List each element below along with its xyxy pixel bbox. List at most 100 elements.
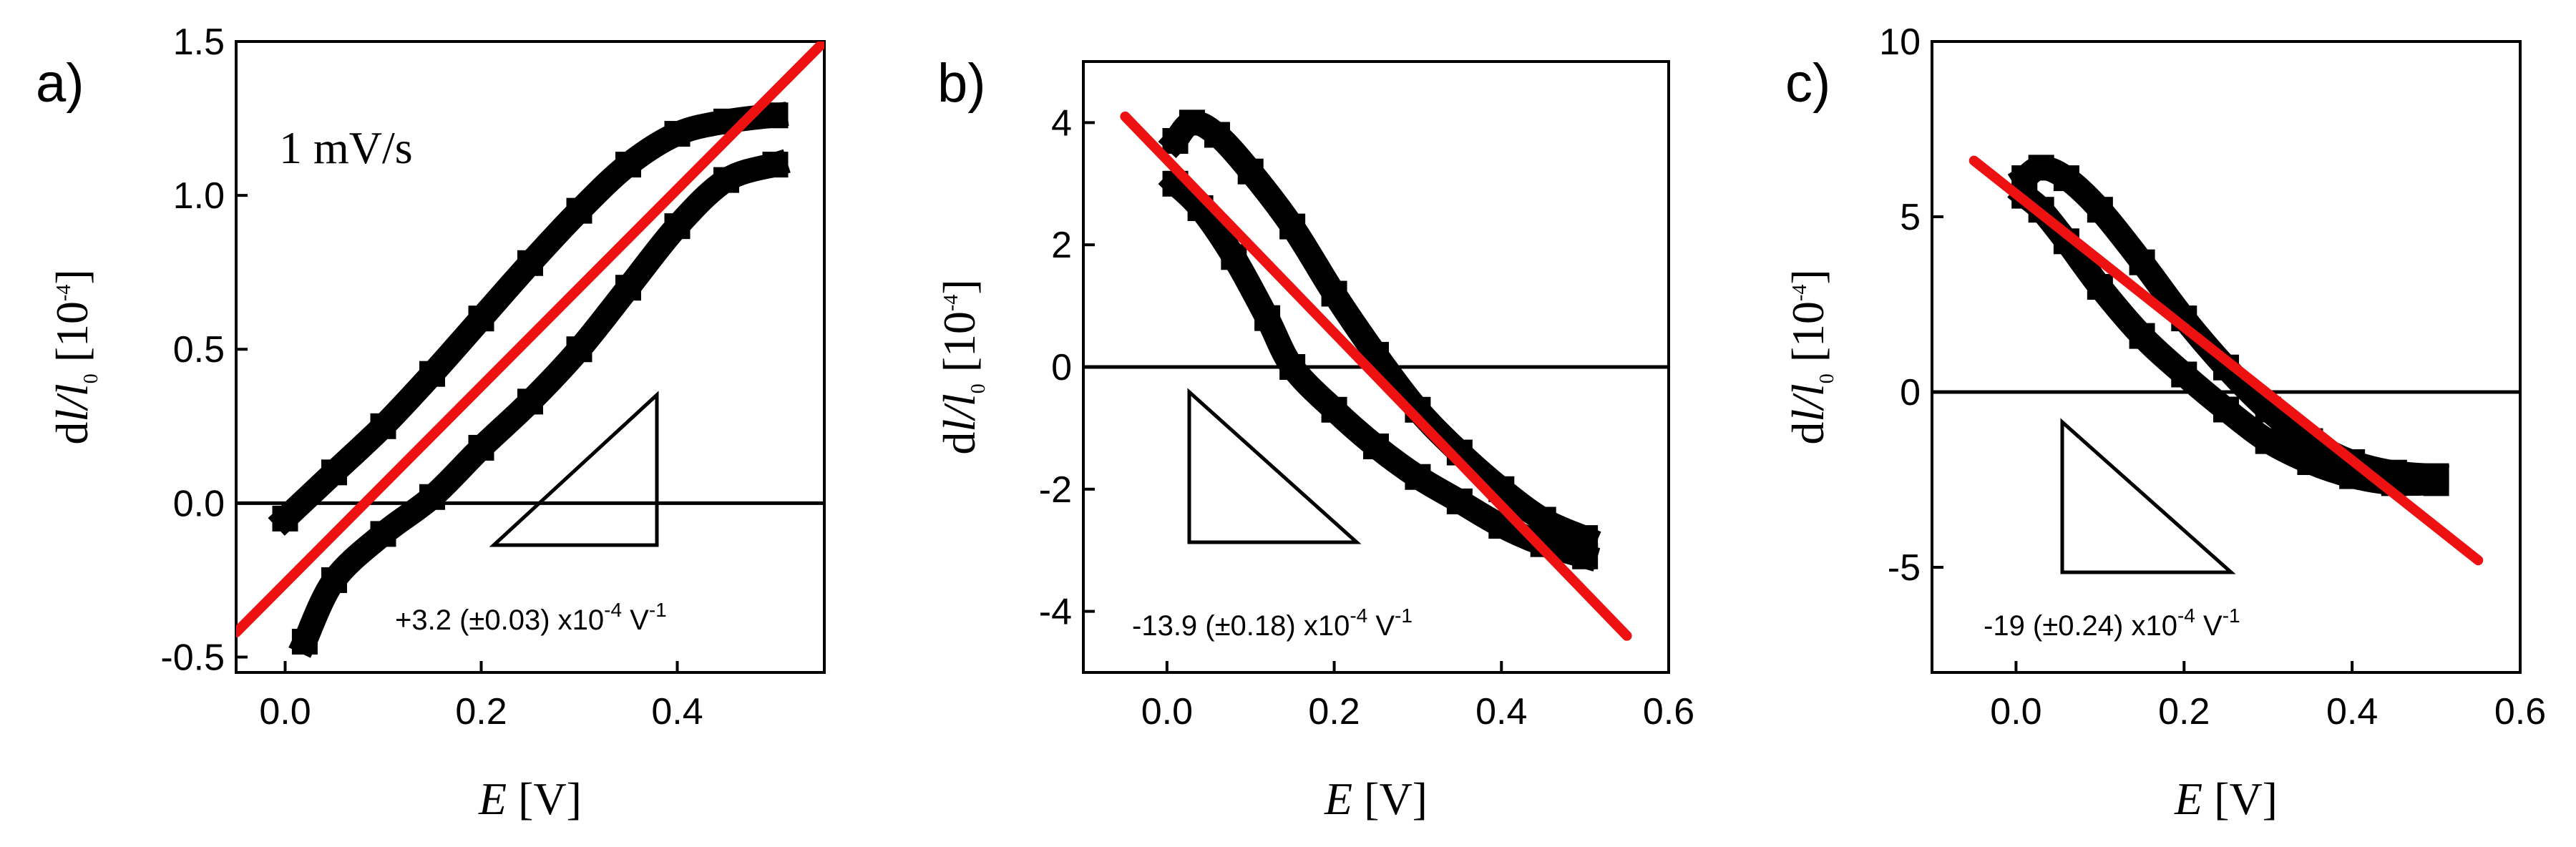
data-point (615, 152, 641, 178)
y-tick-label: -0.5 (160, 637, 225, 678)
data-layer (236, 41, 824, 658)
data-point (2129, 323, 2155, 349)
x-tick-label: 0.4 (651, 691, 703, 733)
data-point (272, 505, 298, 532)
x-axis-label: E [V] (478, 773, 582, 824)
x-tick-label: 0.2 (2158, 691, 2210, 733)
slope-label: -13.9 (±0.18) x10-4 V-1 (1132, 604, 1413, 642)
y-tick-label: 1.0 (173, 175, 225, 217)
data-point (1279, 354, 1306, 380)
data-point (1221, 244, 1247, 270)
x-tick-label: 0.6 (1643, 691, 1694, 733)
y-tick-label: 0 (1900, 372, 1921, 413)
panel-letter: c) (1785, 53, 1830, 114)
data-point (517, 250, 543, 276)
data-point (1572, 543, 1599, 569)
y-tick-label: 1.5 (173, 21, 225, 63)
data-point (1254, 305, 1281, 331)
panel-c: c) 0.0 0.2 0.4 0.6 -5 0 5 10 -19 (±0.24) x10-4 … (1782, 21, 2546, 824)
plot-area: 0.0 0.2 0.4 -0.5 0.0 0.5 1.0 1.5 (160, 21, 824, 733)
y-tick-label: 0.0 (173, 483, 225, 524)
x-tick-label: 0.6 (2494, 691, 2546, 733)
data-point (468, 305, 494, 332)
y-tick-label: -5 (1888, 547, 1921, 589)
data-point (2028, 155, 2054, 181)
data-point (615, 275, 641, 301)
data-point (713, 167, 739, 193)
plot-frame (1931, 40, 2522, 674)
data-point (321, 459, 347, 486)
fit-line (1968, 155, 2484, 566)
slope-label: -19 (±0.24) x10-4 V-1 (1984, 604, 2240, 642)
data-point (419, 484, 445, 510)
slope-label: +3.2 (±0.03) x10-4 V-1 (395, 599, 667, 636)
data-point (2087, 197, 2113, 223)
y-tick-label: -2 (1039, 469, 1072, 511)
x-tick-label: 0.2 (1308, 691, 1360, 733)
y-axis-label: dl/l0 [10-4] (934, 279, 990, 454)
y-axis-label: dl/l0 [10-4] (47, 269, 102, 444)
data-point (370, 521, 396, 547)
data-point (291, 628, 318, 655)
fit-line (1120, 111, 1632, 641)
x-axis-label: E [V] (2174, 773, 2278, 824)
y-tick-label: 5 (1900, 197, 1921, 238)
data-point (1363, 434, 1389, 460)
y-tick-label: 2 (1051, 225, 1072, 266)
x-axis-label: E [V] (1324, 773, 1428, 824)
data-point (762, 152, 789, 178)
x-tick-label: 0.2 (455, 691, 507, 733)
data-point (321, 567, 347, 593)
plot-frame (235, 40, 826, 674)
data-point (2053, 165, 2079, 192)
data-point (1446, 488, 1473, 514)
x-tick-label: 0.4 (2326, 691, 2378, 733)
data-point (664, 121, 691, 147)
x-tick-label: 0.0 (1990, 691, 2041, 733)
data-point (1321, 396, 1347, 423)
data-point (2171, 361, 2197, 388)
panel-letter: b) (937, 53, 986, 114)
data-point (1405, 464, 1431, 490)
panel-b: b) 0.0 0.2 0.4 0.6 -4 -2 0 2 4 -13.9 (±0.18) x10… (934, 53, 1694, 824)
data-point (1179, 109, 1205, 136)
slope-triangle (1187, 388, 1362, 544)
data-loop-2 (2007, 178, 2449, 496)
data-point (566, 197, 592, 224)
data-point (1321, 280, 1347, 307)
data-loop-1 (2007, 155, 2449, 489)
y-tick-label: 10 (1879, 21, 1921, 63)
data-point (2129, 249, 2155, 275)
data-point (2423, 470, 2449, 496)
panel-a: a) 0.0 0.2 0.4 -0.5 0.0 0.5 1.0 1.5 1 mV/s +3.2… (36, 21, 826, 824)
panel-letter: a) (36, 53, 84, 114)
data-point (1204, 122, 1230, 148)
data-point (419, 361, 445, 387)
slope-triangle (489, 391, 659, 547)
data-layer (1083, 109, 1669, 641)
slope-triangle (2060, 418, 2236, 574)
data-point (2087, 274, 2113, 300)
data-point (1279, 213, 1306, 240)
sweep-rate-label: 1 mV/s (279, 122, 413, 173)
plot-area: 0.0 0.2 0.4 0.6 -5 0 5 10 (1879, 21, 2546, 733)
y-tick-label: 4 (1051, 102, 1072, 144)
y-tick-label: 0 (1051, 347, 1072, 388)
fit-line (236, 41, 824, 638)
x-tick-label: 0.0 (1141, 691, 1193, 733)
y-axis-label: dl/l0 [10-4] (1782, 269, 1838, 444)
data-point (2255, 428, 2281, 454)
y-tick-label: -4 (1039, 592, 1072, 633)
x-tick-label: 0.0 (259, 691, 311, 733)
data-point (370, 413, 396, 439)
data-point (517, 388, 543, 415)
data-point (664, 213, 691, 240)
x-tick-label: 0.4 (1475, 691, 1527, 733)
data-point (762, 102, 789, 129)
data-point (1237, 158, 1264, 185)
data-loop-1 (268, 102, 789, 536)
data-point (2297, 449, 2323, 475)
data-point (468, 434, 494, 461)
data-layer (1932, 155, 2520, 566)
